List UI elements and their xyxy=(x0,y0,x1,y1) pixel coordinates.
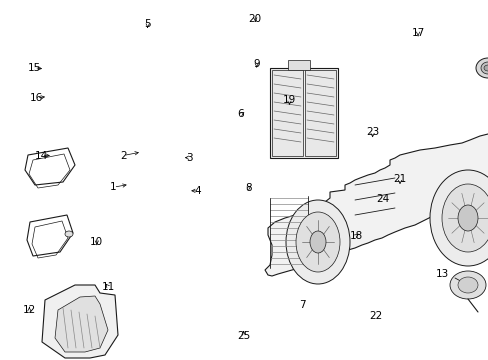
Text: 8: 8 xyxy=(244,183,251,193)
Text: 24: 24 xyxy=(375,194,388,204)
Text: 9: 9 xyxy=(253,59,260,69)
Text: 18: 18 xyxy=(348,231,362,241)
Text: 6: 6 xyxy=(237,109,244,120)
Text: 7: 7 xyxy=(298,300,305,310)
Ellipse shape xyxy=(285,200,349,284)
Text: 23: 23 xyxy=(365,127,379,138)
Text: 22: 22 xyxy=(368,311,382,321)
Text: 13: 13 xyxy=(435,269,448,279)
Ellipse shape xyxy=(483,65,488,71)
Polygon shape xyxy=(42,285,118,358)
Ellipse shape xyxy=(480,62,488,74)
Bar xyxy=(305,70,335,156)
Text: 15: 15 xyxy=(27,63,41,73)
Bar xyxy=(269,68,337,158)
Text: 17: 17 xyxy=(410,28,424,38)
Text: 25: 25 xyxy=(236,330,250,341)
Polygon shape xyxy=(55,296,108,352)
Ellipse shape xyxy=(441,184,488,252)
Ellipse shape xyxy=(457,205,477,231)
Text: 12: 12 xyxy=(22,305,36,315)
Ellipse shape xyxy=(475,58,488,78)
Text: 20: 20 xyxy=(248,14,261,24)
Text: 14: 14 xyxy=(35,150,48,161)
Bar xyxy=(271,70,303,156)
Text: 21: 21 xyxy=(392,174,406,184)
Bar xyxy=(287,60,309,70)
Ellipse shape xyxy=(65,231,73,237)
Text: 3: 3 xyxy=(186,153,193,163)
Ellipse shape xyxy=(449,271,485,299)
Ellipse shape xyxy=(295,212,339,272)
Ellipse shape xyxy=(457,277,477,293)
Text: 10: 10 xyxy=(90,237,103,247)
Text: 5: 5 xyxy=(144,19,151,30)
Polygon shape xyxy=(264,126,488,276)
Ellipse shape xyxy=(429,170,488,266)
Text: 4: 4 xyxy=(194,186,201,196)
Text: 11: 11 xyxy=(102,282,115,292)
Text: 2: 2 xyxy=(120,150,126,161)
Text: 16: 16 xyxy=(30,93,43,103)
Text: 19: 19 xyxy=(282,95,296,105)
Ellipse shape xyxy=(309,231,325,253)
Text: 1: 1 xyxy=(110,182,117,192)
